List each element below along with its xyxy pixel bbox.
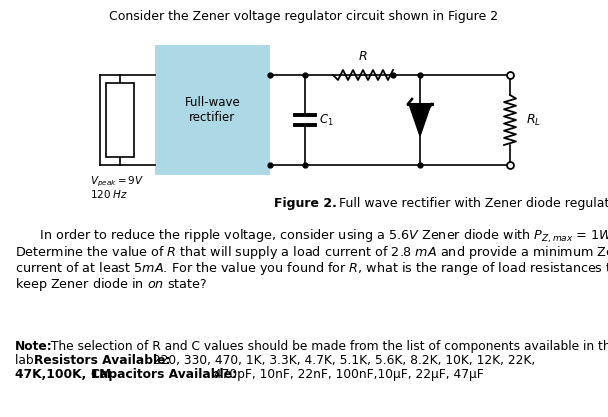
Text: Figure 2.: Figure 2. [274, 197, 336, 210]
Text: R: R [359, 50, 367, 63]
Text: 220, 330, 470, 1K, 3.3K, 4.7K, 5.1K, 5.6K, 8.2K, 10K, 12K, 22K,: 220, 330, 470, 1K, 3.3K, 4.7K, 5.1K, 5.6… [149, 354, 535, 367]
Text: $120\;Hz$: $120\;Hz$ [90, 188, 128, 200]
Polygon shape [409, 104, 431, 136]
Text: keep Zener diode in $\it{on}$ state?: keep Zener diode in $\it{on}$ state? [15, 276, 207, 293]
Text: Full wave rectifier with Zener diode regulation: Full wave rectifier with Zener diode reg… [335, 197, 608, 210]
Text: current of at least 5$mA$. For the value you found for $R$, what is the range of: current of at least 5$mA$. For the value… [15, 260, 608, 277]
Text: 470pF, 10nF, 22nF, 100nF,10μF, 22μF, 47μF: 470pF, 10nF, 22nF, 100nF,10μF, 22μF, 47μ… [210, 368, 484, 381]
Text: Capacitors Available:: Capacitors Available: [91, 368, 237, 381]
Text: Note:: Note: [15, 340, 53, 353]
Text: Determine the value of $R$ that will supply a load current of 2.8 $mA$ and provi: Determine the value of $R$ that will sup… [15, 244, 608, 261]
Text: The selection of R and C values should be made from the list of components avail: The selection of R and C values should b… [47, 340, 608, 353]
Text: Consider the Zener voltage regulator circuit shown in Figure 2: Consider the Zener voltage regulator cir… [109, 10, 499, 23]
Text: In order to reduce the ripple voltage, consider using a 5.6$V$ Zener diode with : In order to reduce the ripple voltage, c… [15, 228, 608, 245]
Text: $V_{peak}=9V$: $V_{peak}=9V$ [90, 175, 144, 189]
Text: $R_L$: $R_L$ [526, 113, 541, 128]
Text: 47K,100K, 1M.: 47K,100K, 1M. [15, 368, 120, 381]
Bar [106, 83, 134, 157]
Text: lab.: lab. [15, 354, 41, 367]
Text: Resistors Available:: Resistors Available: [34, 354, 170, 367]
Bar [155, 45, 270, 175]
Text: $C_1$: $C_1$ [319, 113, 334, 128]
Text: Full-wave
rectifier: Full-wave rectifier [185, 96, 240, 124]
